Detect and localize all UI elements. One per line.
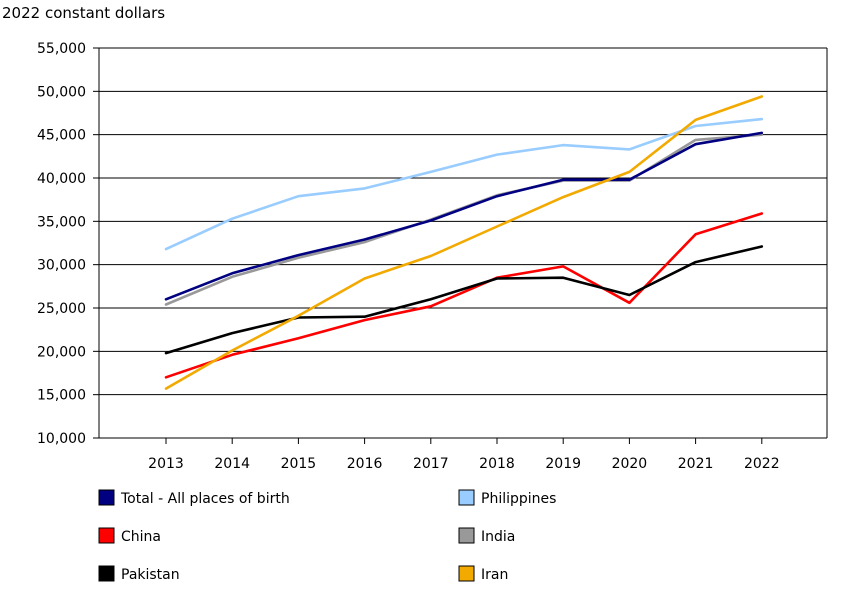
legend-label: India	[481, 529, 515, 545]
x-tick-label: 2016	[347, 456, 383, 472]
y-tick-label: 15,000	[37, 388, 86, 404]
x-tick-label: 2014	[214, 456, 250, 472]
y-tick-label: 20,000	[37, 344, 86, 360]
y-tick-label: 10,000	[37, 431, 86, 447]
legend-label: Pakistan	[121, 567, 180, 583]
legend-swatch	[458, 489, 475, 506]
legend-swatch	[98, 565, 115, 582]
y-tick-label: 40,000	[37, 171, 86, 187]
x-tick-label: 2013	[148, 456, 184, 472]
series-line-pakistan	[164, 245, 764, 355]
series-line-total-all-places-of-birth	[164, 131, 764, 301]
legend-swatch	[458, 527, 475, 544]
x-tick-label: 2019	[545, 456, 581, 472]
x-tick-label: 2018	[479, 456, 515, 472]
gridlines	[99, 47, 827, 396]
legend-swatch	[98, 527, 115, 544]
unit-label: 2022 constant dollars	[2, 4, 165, 22]
axes: 10,000 15,000 20,000 25,000 30,000 35,000 40,0…	[37, 41, 828, 472]
y-tick-label: 55,000	[37, 41, 86, 57]
series-lines	[164, 95, 764, 390]
legend-label: China	[121, 529, 161, 545]
series-line-china	[164, 212, 764, 379]
legend: Total - All places of birth Philippines Ch…	[98, 489, 556, 583]
x-tick-label: 2017	[413, 456, 449, 472]
y-tick-label: 30,000	[37, 258, 86, 274]
y-tick-label: 35,000	[37, 214, 86, 230]
series-line-philippines	[164, 117, 764, 251]
y-tick-label: 50,000	[37, 84, 86, 100]
legend-label: Total - All places of birth	[120, 491, 290, 507]
legend-label: Philippines	[481, 491, 556, 507]
x-tick-label: 2015	[281, 456, 317, 472]
y-tick-label: 45,000	[37, 128, 86, 144]
legend-swatch	[458, 565, 475, 582]
series-line-iran	[164, 95, 764, 390]
y-tick-label: 25,000	[37, 301, 86, 317]
x-tick-label: 2020	[612, 456, 648, 472]
series-line-india	[164, 133, 764, 306]
legend-label: Iran	[481, 567, 508, 583]
legend-swatch	[98, 489, 115, 506]
x-tick-label: 2022	[744, 456, 780, 472]
x-tick-label: 2021	[678, 456, 714, 472]
